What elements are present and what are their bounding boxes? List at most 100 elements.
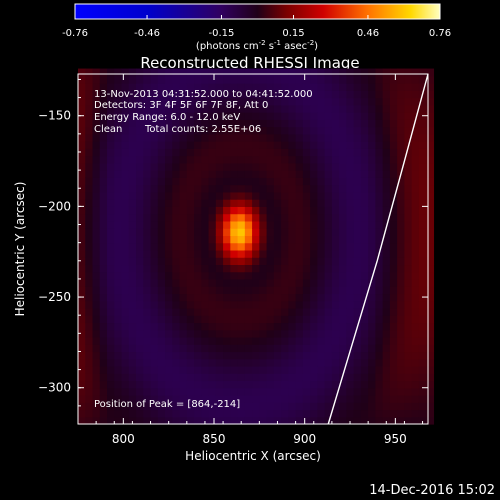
heatmap-cell — [99, 213, 108, 222]
heatmap-cell — [172, 162, 181, 171]
heatmap-cell — [99, 68, 108, 77]
heatmap-cell — [266, 271, 275, 280]
heatmap-cell — [266, 307, 275, 316]
heatmap-cell — [317, 83, 326, 91]
heatmap-cell — [273, 242, 282, 251]
heatmap-cell — [302, 358, 311, 367]
heatmap-cell — [136, 184, 144, 193]
heatmap-cell — [252, 249, 260, 258]
heatmap-cell — [208, 213, 217, 222]
heatmap-cell — [230, 344, 239, 353]
heatmap-cell — [186, 394, 195, 403]
heatmap-cell — [165, 184, 173, 193]
heatmap-cell — [128, 170, 137, 178]
heatmap-cell — [136, 104, 144, 113]
heatmap-cell — [375, 199, 384, 207]
heatmap-cell — [121, 329, 130, 338]
heatmap-cell — [404, 336, 413, 345]
heatmap-cell — [201, 278, 210, 287]
heatmap-cell — [172, 387, 181, 396]
heatmap-cell — [360, 170, 369, 178]
heatmap-cell — [186, 177, 195, 186]
heatmap-cell — [404, 293, 413, 302]
heatmap-cell — [128, 126, 137, 135]
heatmap-cell — [143, 293, 152, 302]
heatmap-cell — [78, 119, 86, 128]
heatmap-cell — [165, 402, 173, 411]
heatmap-cell — [252, 271, 260, 280]
heatmap-cell — [179, 322, 188, 331]
heatmap-cell — [136, 97, 144, 106]
heatmap-cell — [382, 329, 391, 338]
heatmap-cell — [128, 416, 137, 425]
heatmap-cell — [194, 141, 202, 149]
heatmap-cell — [194, 220, 202, 229]
heatmap-cell — [259, 126, 268, 135]
heatmap-cell — [259, 184, 268, 193]
heatmap-cell — [107, 271, 115, 280]
heatmap-cell — [172, 329, 181, 338]
heatmap-cell — [404, 380, 413, 389]
heatmap-cell — [99, 133, 108, 142]
heatmap-cell — [295, 249, 304, 258]
heatmap-cell — [426, 141, 435, 149]
heatmap-cell — [426, 344, 435, 353]
heatmap-cell — [331, 242, 340, 251]
heatmap-cell — [273, 394, 282, 403]
heatmap-cell — [92, 344, 101, 353]
heatmap-cell — [418, 387, 427, 396]
heatmap-cell — [397, 402, 406, 411]
heatmap-cell — [92, 206, 101, 215]
heatmap-cell — [128, 191, 137, 200]
heatmap-cell — [114, 126, 123, 135]
heatmap-cell — [215, 322, 224, 331]
heatmap-cell — [85, 329, 94, 338]
heatmap-cell — [92, 286, 101, 295]
heatmap-cell — [107, 286, 115, 295]
heatmap-cell — [295, 394, 304, 403]
heatmap-cell — [179, 119, 188, 128]
heatmap-cell — [368, 249, 377, 258]
colorbar-frame — [74, 3, 441, 20]
heatmap-cell — [426, 170, 435, 178]
heatmap-cell — [85, 409, 94, 418]
heatmap-cell — [404, 235, 413, 244]
heatmap-cell — [418, 75, 427, 84]
heatmap-cell — [92, 155, 101, 164]
heatmap-cell — [281, 97, 289, 106]
heatmap-cell — [353, 213, 362, 222]
heatmap-cell — [223, 329, 231, 338]
heatmap-cell — [339, 104, 347, 113]
heatmap-cell — [223, 322, 231, 331]
heatmap-cell — [150, 228, 159, 236]
heatmap-cell — [201, 148, 210, 157]
heatmap-cell — [266, 409, 275, 418]
heatmap-cell — [288, 249, 297, 258]
heatmap-cell — [382, 351, 391, 360]
heatmap-cell — [179, 387, 188, 396]
heatmap-cell — [186, 133, 195, 142]
heatmap-cell — [295, 416, 304, 425]
heatmap-cell — [150, 220, 159, 229]
heatmap-cell — [252, 358, 260, 367]
heatmap-cell — [302, 286, 311, 295]
heatmap-cell — [281, 293, 289, 302]
heatmap-cell — [360, 286, 369, 295]
heatmap-cell — [78, 344, 86, 353]
heatmap-cell — [85, 97, 94, 106]
heatmap-cell — [411, 170, 420, 178]
heatmap-cell — [346, 184, 355, 193]
heatmap-cell — [230, 155, 239, 164]
heatmap-cell — [128, 162, 137, 171]
heatmap-cell — [92, 191, 101, 200]
colorbar-tick-label: -0.46 — [134, 28, 160, 39]
heatmap-cell — [288, 68, 297, 77]
heatmap-cell — [186, 409, 195, 418]
heatmap-cell — [353, 307, 362, 316]
heatmap-cell — [215, 402, 224, 411]
heatmap-cell — [324, 97, 333, 106]
colorbar-tick-label: -0.15 — [209, 28, 235, 39]
heatmap-cell — [121, 170, 130, 178]
heatmap-cell — [194, 300, 202, 309]
heatmap-cell — [92, 336, 101, 345]
